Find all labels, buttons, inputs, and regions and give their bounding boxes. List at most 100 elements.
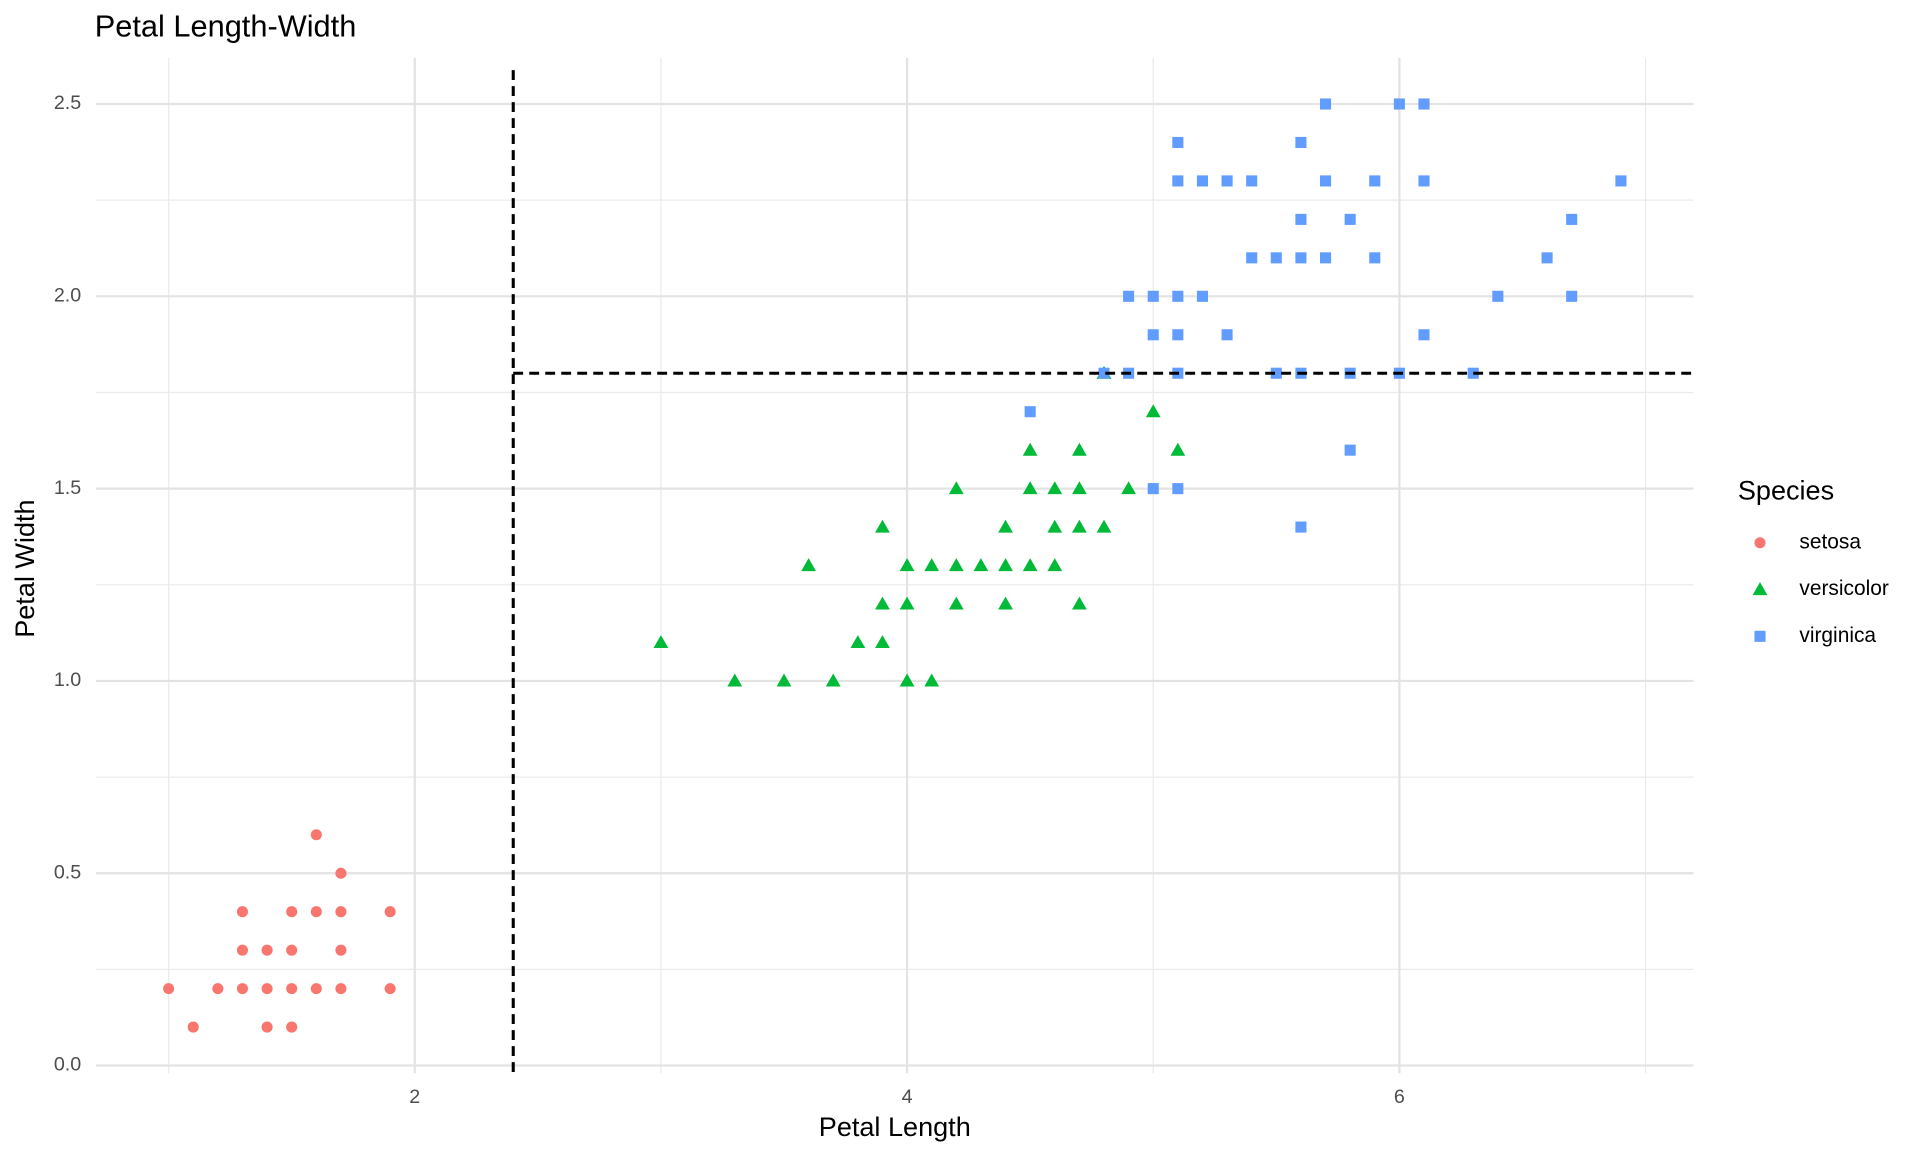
point [1196, 290, 1208, 302]
point [1418, 98, 1430, 110]
point [899, 673, 915, 687]
point [1221, 329, 1233, 341]
point [1072, 596, 1087, 610]
point [1147, 290, 1159, 302]
point [335, 944, 347, 956]
point [1072, 519, 1087, 533]
point [727, 673, 743, 687]
point [1320, 175, 1332, 187]
point [1492, 290, 1504, 302]
legend-marker [1754, 630, 1766, 642]
x-tick-label: 6 [1394, 1086, 1405, 1108]
point [1096, 519, 1112, 533]
point [973, 558, 989, 572]
point [310, 906, 322, 918]
point [1047, 519, 1063, 533]
point [1369, 175, 1381, 187]
y-tick-label: 1.0 [54, 669, 81, 691]
point [1344, 213, 1356, 225]
point [1098, 367, 1110, 379]
point [1172, 329, 1184, 341]
point [1047, 481, 1063, 495]
chart-title: Petal Length-Width [95, 8, 357, 43]
point [1541, 252, 1553, 264]
point [899, 558, 915, 572]
point [310, 983, 322, 995]
point [924, 673, 940, 687]
x-tick-label: 4 [902, 1086, 913, 1108]
point [948, 481, 964, 495]
legend-label: versicolor [1799, 577, 1888, 600]
point [1615, 175, 1627, 187]
point [1147, 483, 1159, 495]
point [1172, 136, 1184, 148]
point [1320, 252, 1332, 264]
legend-title: Species [1738, 474, 1834, 505]
point [948, 596, 964, 610]
point [850, 635, 866, 648]
point [261, 944, 273, 956]
point [1022, 558, 1038, 572]
point [1047, 558, 1063, 572]
point [1196, 175, 1208, 187]
point [286, 983, 298, 995]
point [310, 829, 322, 841]
point [1024, 406, 1036, 418]
point [335, 983, 347, 995]
point [187, 1021, 199, 1033]
point [1270, 367, 1282, 379]
point [825, 673, 841, 687]
point [1295, 213, 1307, 225]
point [1072, 442, 1087, 456]
point [286, 906, 298, 918]
point [261, 983, 273, 995]
legend-label: setosa [1799, 530, 1861, 553]
point [1320, 98, 1332, 110]
point [335, 867, 347, 879]
y-tick-label: 2.0 [54, 285, 81, 307]
point [1022, 481, 1038, 495]
point [875, 519, 890, 533]
y-tick-label: 1.5 [54, 477, 81, 499]
y-tick-label: 2.5 [54, 92, 81, 114]
point [653, 635, 669, 648]
point [875, 635, 890, 648]
point [384, 983, 396, 995]
point [1270, 252, 1282, 264]
point [1566, 290, 1578, 302]
point [1145, 404, 1161, 418]
point [335, 906, 347, 918]
point [1172, 483, 1184, 495]
point [998, 558, 1013, 572]
point [1221, 175, 1233, 187]
point [1369, 252, 1381, 264]
point [163, 983, 175, 995]
point [1246, 175, 1258, 187]
y-tick-label: 0.0 [54, 1054, 81, 1076]
point [1072, 481, 1087, 495]
point [1418, 175, 1430, 187]
point [1172, 290, 1184, 302]
point [1121, 481, 1136, 495]
point [1172, 175, 1184, 187]
point [948, 558, 964, 572]
point [1246, 252, 1258, 264]
point [1123, 290, 1135, 302]
point [236, 983, 248, 995]
y-tick-label: 0.5 [54, 861, 81, 883]
point [1147, 329, 1159, 341]
legend-label: virginica [1799, 624, 1876, 647]
point [776, 673, 792, 687]
point [1295, 521, 1307, 533]
point [1295, 136, 1307, 148]
legend-marker [1752, 582, 1768, 596]
point [261, 1021, 273, 1033]
point [236, 906, 248, 918]
point [384, 906, 396, 918]
point [875, 596, 890, 610]
point [998, 596, 1013, 610]
point [1170, 442, 1186, 456]
point [899, 596, 915, 610]
point [1418, 329, 1430, 341]
legend-marker [1754, 537, 1766, 549]
